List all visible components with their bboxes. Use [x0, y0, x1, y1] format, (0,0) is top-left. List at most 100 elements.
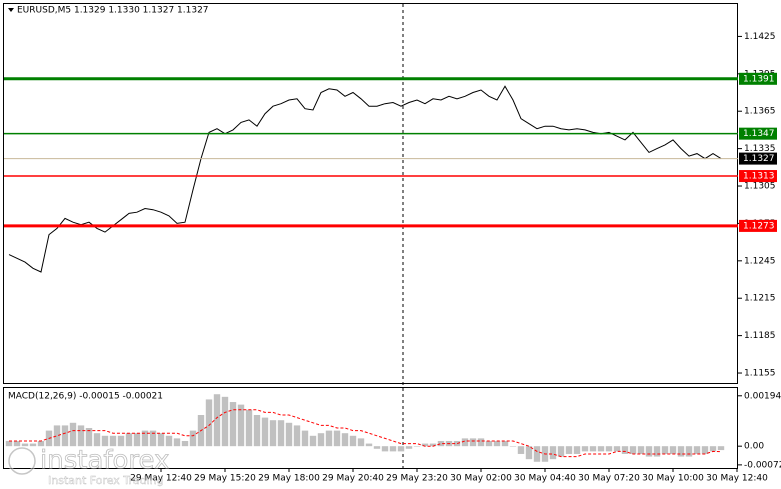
watermark: instaforex Instant Forex Trading [7, 445, 170, 487]
macd-bar [221, 396, 229, 447]
macd-bar [77, 425, 85, 447]
x-tick-label: 29 May 12:40 [130, 474, 192, 484]
macd-bar [357, 438, 365, 447]
macd-pane [3, 387, 738, 469]
y-tick-label: 0.00 [744, 442, 764, 452]
macd-bar [613, 446, 621, 452]
macd-bar [285, 422, 293, 447]
price-pane [3, 3, 738, 384]
macd-bar [293, 425, 301, 447]
macd-bar [69, 422, 77, 447]
macd-bar [461, 438, 469, 447]
macd-bar [549, 446, 557, 460]
level-label: 1.1347 [743, 129, 775, 139]
x-tick-label: 30 May 02:00 [450, 474, 512, 484]
macd-bar [173, 438, 181, 447]
macd-bar [101, 435, 109, 447]
y-tick-label: 1.1305 [744, 182, 776, 192]
macd-bar [117, 435, 125, 447]
macd-bar [341, 433, 349, 447]
x-tick-label: 30 May 12:40 [706, 474, 768, 484]
macd-bar [661, 446, 669, 454]
macd-bar [141, 430, 149, 447]
macd-bar [21, 443, 29, 447]
macd-bar [245, 409, 253, 447]
macd-bar [453, 440, 461, 447]
macd-bar [717, 446, 725, 451]
macd-bar [517, 446, 525, 454]
macd-bar [709, 446, 717, 452]
macd-bar [365, 443, 373, 447]
macd-bar [525, 446, 533, 460]
x-tick-label: 29 May 15:20 [194, 474, 256, 484]
macd-bar [421, 443, 429, 447]
symbol-icon [8, 8, 14, 12]
macd-bar [413, 446, 421, 447]
macd-bar [317, 433, 325, 447]
level-label-box [739, 127, 777, 140]
macd-bar [237, 404, 245, 447]
level-label: 1.1273 [743, 221, 775, 231]
macd-bar [429, 443, 437, 447]
macd-bar [677, 446, 685, 457]
macd-bar [5, 440, 13, 447]
macd-bar [213, 394, 221, 447]
macd-bar [493, 440, 501, 447]
macd-bar [397, 446, 405, 452]
macd-bar [53, 425, 61, 447]
y-tick-label: 1.1215 [744, 294, 776, 304]
macd-bar [325, 430, 333, 447]
y-tick-label: 1.1365 [744, 107, 776, 117]
macd-bar [509, 446, 517, 447]
level-label: 1.1391 [743, 74, 775, 84]
macd-bar [373, 446, 381, 449]
macd-title: MACD(12,26,9) -0.00015 -0.00021 [8, 392, 163, 402]
macd-bar [189, 430, 197, 447]
macd-bar [437, 440, 445, 447]
macd-bar [37, 440, 45, 447]
macd-bar [469, 438, 477, 447]
macd-bar [165, 435, 173, 447]
x-tick-label: 29 May 20:40 [322, 474, 384, 484]
macd-bar [125, 433, 133, 447]
macd-bar [589, 446, 597, 452]
macd-bar [669, 446, 677, 454]
macd-bar [85, 428, 93, 447]
y-tick-label: 1.1185 [744, 331, 776, 341]
macd-bar [637, 446, 645, 454]
macd-bar [389, 446, 397, 452]
y-tick-label: 1.1155 [744, 369, 776, 379]
watermark-logo-ring [8, 447, 36, 475]
watermark-tagline: Instant Forex Trading [48, 474, 164, 487]
macd-bar [477, 438, 485, 447]
macd-bar [277, 420, 285, 447]
y-tick-label: 1.1425 [744, 32, 776, 42]
macd-bar [381, 446, 389, 452]
macd-bar [229, 402, 237, 447]
macd-bar [557, 446, 565, 457]
y-tick-label: 1.1245 [744, 256, 776, 266]
y-tick-label: -0.00072 [744, 460, 781, 470]
macd-bar [573, 446, 581, 454]
watermark-brand: instaforex [40, 446, 169, 476]
macd-bar [261, 417, 269, 447]
macd-bar [621, 446, 629, 454]
macd-bar [629, 446, 637, 454]
macd-bar [701, 446, 709, 454]
macd-bar [133, 433, 141, 447]
x-tick-label: 30 May 04:40 [514, 474, 576, 484]
macd-bar [93, 433, 101, 447]
macd-bar [309, 435, 317, 447]
macd-bar [29, 443, 37, 447]
macd-bar [485, 440, 493, 447]
x-tick-label: 29 May 18:00 [258, 474, 320, 484]
x-tick-label: 30 May 07:20 [578, 474, 640, 484]
macd-bar [645, 446, 653, 457]
macd-bar [565, 446, 573, 454]
y-tick-label: 0.00194 [744, 391, 781, 401]
macd-bar [13, 440, 21, 447]
macd-bar [501, 440, 509, 447]
macd-bar [253, 415, 261, 447]
